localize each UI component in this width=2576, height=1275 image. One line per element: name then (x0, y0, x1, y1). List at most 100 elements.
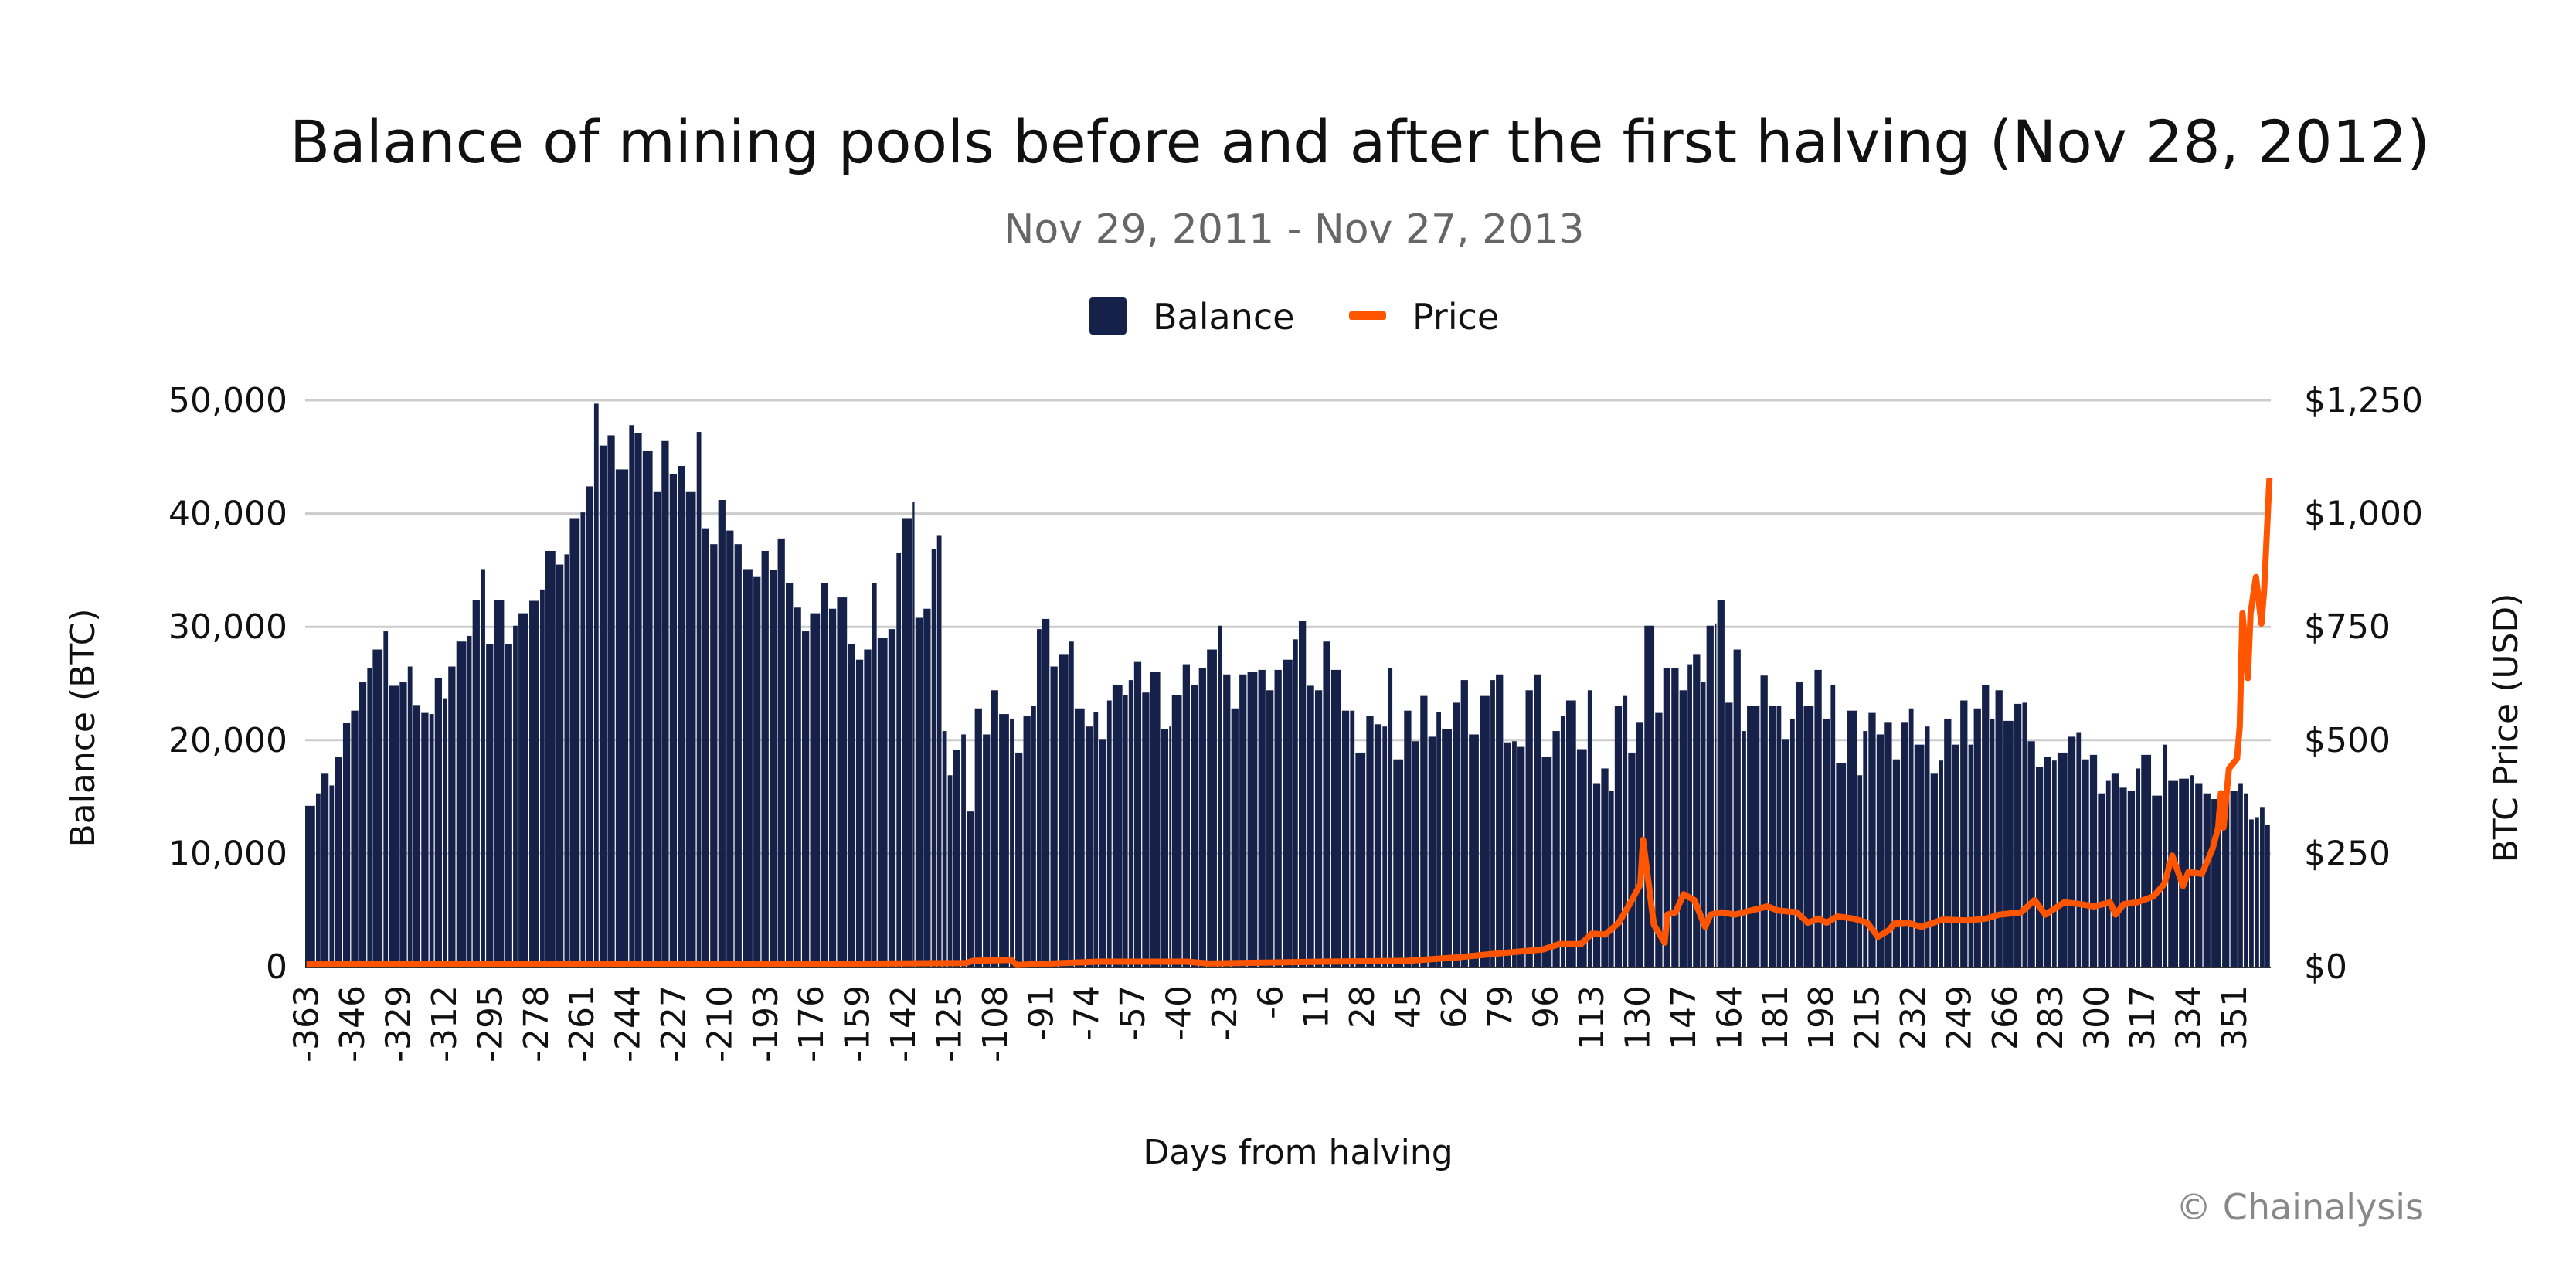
balance-bar (1058, 654, 1069, 967)
balance-bar (1307, 685, 1314, 967)
balance-bar (383, 631, 389, 967)
balance-bar (434, 678, 443, 967)
x-tick-label: 300 (2078, 985, 2117, 1050)
x-tick-label: -193 (746, 985, 786, 1062)
balance-bar (1901, 722, 1908, 967)
balance-bar (1031, 706, 1036, 967)
balance-bar (593, 403, 599, 967)
balance-bar (983, 734, 991, 967)
balance-bar (1069, 641, 1074, 967)
legend: Balance Price (1089, 296, 1499, 338)
y-left-tick-label: 0 (266, 947, 287, 987)
balance-bar (2222, 790, 2230, 967)
balance-bar (1623, 695, 1628, 967)
balance-bar (2230, 790, 2238, 967)
balance-bar (2249, 819, 2254, 967)
x-tick-label: 147 (1664, 985, 1704, 1050)
balance-bar (1733, 649, 1741, 967)
balance-bar (1239, 674, 1247, 967)
x-tick-label: 249 (1939, 985, 1979, 1050)
balance-bar (486, 644, 494, 967)
balance-bar (1382, 726, 1388, 967)
balance-bar (702, 528, 709, 967)
balance-bar (1490, 680, 1495, 967)
balance-bar (2014, 703, 2022, 967)
balance-bar (1782, 739, 1789, 967)
balance-bar (1366, 716, 1374, 967)
balance-bar (1207, 649, 1217, 967)
balance-bar (1393, 759, 1404, 967)
x-tick-label: -244 (609, 985, 648, 1062)
x-tick-label: 232 (1894, 985, 1933, 1050)
balance-bar (1517, 746, 1525, 967)
balance-bar (413, 705, 421, 967)
balance-bar (999, 714, 1009, 967)
balance-bar (1973, 708, 1981, 967)
x-tick-label: 317 (2123, 985, 2163, 1050)
balance-bar (2127, 790, 2136, 967)
balance-bar (389, 685, 399, 967)
x-tick-label: -363 (287, 985, 327, 1062)
balance-bar (2111, 773, 2119, 967)
x-tick-label: -125 (929, 985, 969, 1062)
balance-bar (1350, 710, 1355, 967)
balance-bar (1760, 675, 1768, 967)
balance-bar (443, 698, 448, 967)
balance-bar (315, 793, 321, 967)
balance-bar (2105, 780, 2111, 967)
chart-title: Balance of mining pools before and after… (290, 107, 2430, 176)
balance-bar (1388, 667, 1393, 967)
y-axis-right-title: BTC Price (USD) (2486, 593, 2526, 863)
balance-bar (1412, 741, 1420, 967)
x-tick-label: -40 (1160, 985, 1199, 1041)
legend-item-balance[interactable]: Balance (1089, 296, 1294, 338)
balance-bar (1525, 690, 1533, 967)
x-tick-label: 113 (1572, 985, 1612, 1050)
x-tick-label: 266 (1986, 985, 2025, 1050)
x-tick-label: -74 (1068, 985, 1107, 1041)
balance-bar (2068, 736, 2076, 967)
y-left-tick-label: 30,000 (168, 607, 287, 647)
legend-label-balance: Balance (1153, 296, 1294, 338)
balance-bar (2076, 732, 2082, 967)
balance-bar (1814, 669, 1822, 967)
balance-bar (448, 666, 456, 967)
balance-bar (931, 549, 936, 967)
balance-bar (837, 597, 848, 967)
balance-bar (1960, 700, 1968, 967)
balance-bar (1663, 667, 1671, 967)
balance-bar (472, 600, 480, 967)
balance-bar (1830, 684, 1836, 967)
balance-bar (1939, 760, 1943, 967)
balance-bar (1908, 708, 1914, 967)
balance-bar (481, 569, 485, 967)
balance-bar (1968, 744, 1973, 967)
balance-bar (494, 600, 505, 967)
balance-bar (586, 486, 593, 967)
y-left-tick-label: 40,000 (168, 495, 287, 534)
balance-bar (1914, 744, 1925, 967)
balance-bar (1010, 718, 1014, 967)
balance-bar (1565, 700, 1576, 967)
balance-bar (1504, 742, 1511, 967)
x-tick-label: -295 (471, 985, 510, 1062)
balance-bar (877, 638, 888, 967)
balance-bar (634, 433, 642, 967)
balance-bar (564, 554, 569, 967)
legend-item-price[interactable]: Price (1349, 296, 1499, 338)
balance-bar (399, 682, 407, 967)
balance-bar (1453, 702, 1460, 967)
balance-bar (2022, 702, 2027, 967)
balance-bar (1231, 708, 1239, 967)
balance-bar (1587, 690, 1592, 967)
price-line (306, 478, 2273, 968)
balance-bar (848, 644, 855, 967)
balance-bar (2238, 783, 2243, 967)
balance-bar (2203, 793, 2211, 967)
balance-bar (777, 538, 785, 967)
chainalysis-credit: © Chainalysis (2176, 1186, 2424, 1228)
balance-bar (1836, 763, 1847, 967)
balance-bar (912, 502, 915, 967)
y-right-tick-label: $1,250 (2304, 381, 2423, 420)
balance-bar (1123, 695, 1128, 967)
